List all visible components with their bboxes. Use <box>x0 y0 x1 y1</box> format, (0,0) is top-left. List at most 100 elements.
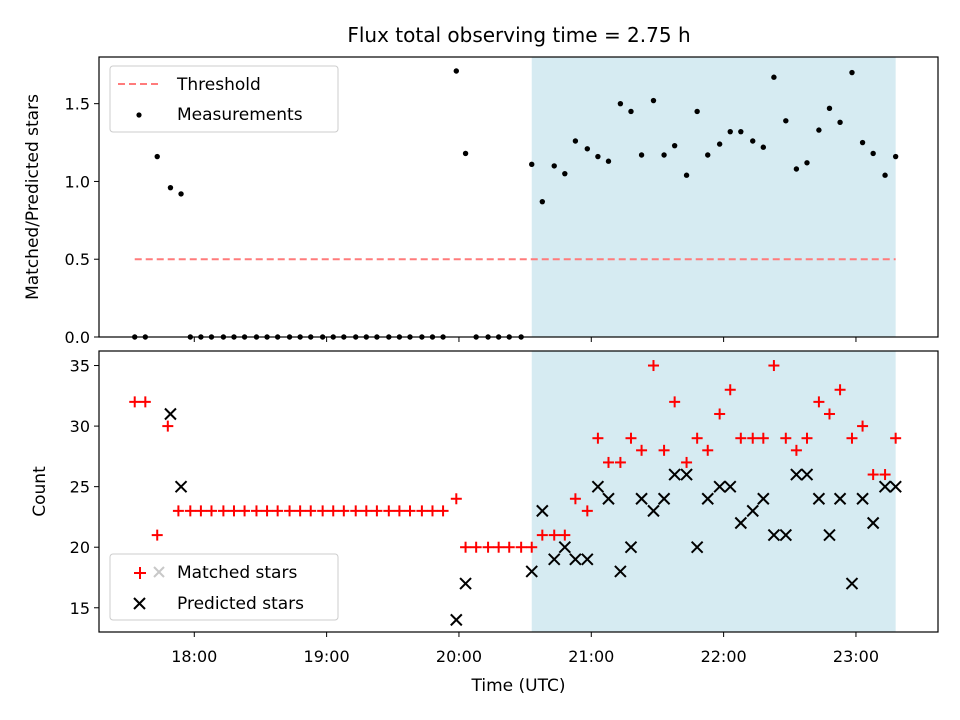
measurement-point <box>804 160 810 166</box>
count-y-tick-label: 15 <box>70 599 90 618</box>
measurement-point <box>837 119 843 126</box>
measurement-point <box>617 100 624 107</box>
predicted-star-point <box>812 492 826 505</box>
matched-star-point <box>857 420 869 432</box>
count-ticks: 15 20 25 30 35 18:00 19:00 20:00 21:00 22:00 23:00 <box>70 357 879 666</box>
count-x-tick-label: 23:00 <box>833 647 879 666</box>
matched-star-point <box>383 505 395 517</box>
matched-star-point <box>139 396 151 408</box>
legend-predicted-swatch <box>133 597 146 610</box>
predicted-star-point <box>558 541 572 554</box>
chart-title: Flux total observing time = 2.75 h <box>347 23 690 47</box>
matched-star-point <box>846 432 858 444</box>
measurement-point <box>650 97 657 104</box>
ratio-legend-box <box>109 65 339 133</box>
legend-threshold-label: Threshold <box>176 75 261 95</box>
ratio-observing-window <box>531 57 896 337</box>
ratio-ticks: 0.0 0.5 1.0 1.5 <box>65 95 857 347</box>
measurement-point <box>462 150 469 157</box>
measurement-point <box>783 118 789 124</box>
matched-star-point <box>482 541 494 553</box>
matched-star-point <box>393 505 405 517</box>
matched-star-point <box>592 432 604 444</box>
matched-star-point <box>503 541 515 553</box>
matched-star-point <box>360 505 372 517</box>
predicted-star-point <box>767 528 781 542</box>
matched-star-point <box>602 456 614 468</box>
matched-star-point <box>151 529 163 541</box>
predicted-star-point <box>734 516 748 530</box>
matched-star-point <box>272 505 284 517</box>
ratio-y-axis-label: Matched/Predicted stars <box>23 94 43 300</box>
matched-star-point <box>460 541 472 553</box>
matched-star-point <box>569 493 581 505</box>
measurement-point <box>595 153 601 160</box>
measurement-point <box>167 184 174 191</box>
predicted-star-point <box>746 504 759 518</box>
matched-star-point <box>515 541 527 553</box>
matched-star-point <box>162 420 174 432</box>
matched-star-point <box>548 529 560 541</box>
matched-star-point <box>735 432 747 444</box>
matched-star-point <box>317 505 329 517</box>
predicted-star-point <box>889 480 902 493</box>
matched-star-point <box>371 505 383 517</box>
predicted-star-point <box>779 528 793 542</box>
measurement-point <box>870 150 876 157</box>
count-x-tick-label: 18:00 <box>171 647 217 666</box>
predicted-star-point <box>635 492 648 505</box>
count-panel: 15 20 25 30 35 18:00 19:00 20:00 21:00 22:00 23:00… <box>30 350 939 696</box>
measurement-point <box>771 74 777 80</box>
count-legend-box <box>109 553 339 621</box>
predicted-star-point <box>591 480 605 493</box>
measurement-point <box>529 161 535 168</box>
predicted-star-point <box>536 504 549 518</box>
matched-star-point <box>184 505 196 517</box>
matched-star-point <box>790 444 802 456</box>
matched-star-point <box>625 432 637 444</box>
measurement-point <box>605 158 612 164</box>
count-axes-frame <box>98 350 939 633</box>
count-x-tick-label: 19:00 <box>304 647 350 666</box>
measurement-point <box>826 105 833 112</box>
count-y-tick-label: 25 <box>70 478 90 497</box>
matched-star-point <box>294 505 306 517</box>
matched-star-point <box>636 444 648 456</box>
measurement-point <box>562 170 568 177</box>
count-x-tick-label: 20:00 <box>436 647 482 666</box>
matched-star-point <box>559 529 571 541</box>
predicted-star-point <box>690 541 704 554</box>
matched-star-point <box>890 432 902 444</box>
predicted-star-point <box>548 553 561 566</box>
predicted-star-point <box>790 468 803 481</box>
predicted-star-point <box>450 613 463 627</box>
predicted-star-point <box>833 492 847 505</box>
measurement-point <box>694 108 700 115</box>
matched-star-point <box>416 505 428 517</box>
measurement-point <box>882 172 888 178</box>
measurement-point <box>551 163 557 169</box>
matched-star-point <box>284 505 296 517</box>
measurement-point <box>628 108 634 115</box>
matched-star-point <box>217 505 229 517</box>
matched-star-point <box>250 505 262 517</box>
measurement-point <box>816 127 822 133</box>
predicted-star-point <box>668 468 681 481</box>
matched-star-point <box>669 396 681 408</box>
matched-star-point <box>780 432 792 444</box>
measurement-point <box>661 152 667 158</box>
matched-star-point <box>228 505 240 517</box>
measurement-point <box>892 153 899 160</box>
ratio-axes-frame <box>98 56 939 338</box>
legend-measurement-label: Measurements <box>177 105 303 125</box>
count-x-tick-label: 21:00 <box>568 647 614 666</box>
matched-star-point <box>614 456 626 468</box>
predicted-star-point <box>174 480 188 493</box>
predicted-star-point <box>680 468 693 481</box>
matched-star-point <box>747 432 759 444</box>
predicted-star-point <box>757 492 770 505</box>
matched-star-point <box>768 360 780 372</box>
measurement-point <box>793 166 800 172</box>
matched-star-point <box>470 541 482 553</box>
